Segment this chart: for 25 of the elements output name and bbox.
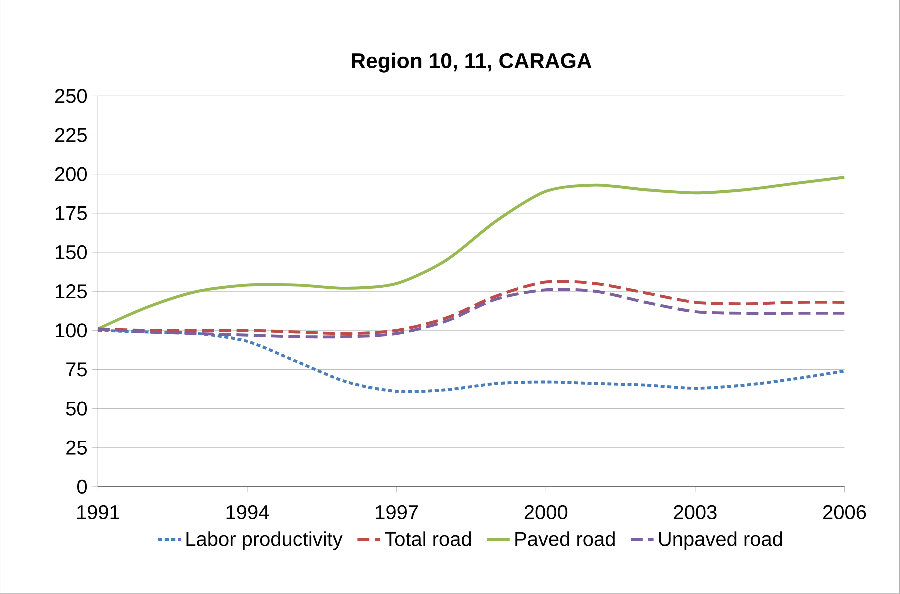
y-tick-label: 50: [66, 402, 88, 416]
y-tick-label: 125: [56, 284, 87, 299]
legend-label: Unpaved road: [659, 532, 782, 550]
y-tick-label: 100: [56, 324, 88, 338]
y-tick-label: 75: [66, 362, 87, 377]
legend-label: Paved road: [516, 532, 615, 546]
chart-title: Region 10, 11, CARAGA: [352, 52, 592, 73]
y-tick-label: 200: [55, 167, 88, 182]
line-series: [98, 288, 845, 339]
line-series: [98, 329, 845, 394]
y-tick-label: 0: [77, 480, 88, 494]
y-tick-label: 150: [56, 245, 88, 260]
y-tick-label: 250: [55, 89, 88, 104]
y-tick-label: 25: [66, 440, 87, 455]
y-tick-label: 175: [56, 206, 87, 220]
legend-label: Total road: [385, 532, 472, 546]
x-tick-label: 1994: [226, 505, 270, 520]
y-tick-label: 225: [55, 128, 87, 142]
x-tick-label: 1997: [376, 505, 418, 520]
x-tick-label: 1991: [78, 505, 120, 520]
x-tick-label: 2003: [674, 505, 717, 520]
legend-label: Labor productivity: [186, 532, 343, 550]
line-series: [98, 176, 845, 330]
x-tick-label: 2006: [824, 505, 866, 520]
x-tick-label: 2000: [524, 505, 568, 520]
